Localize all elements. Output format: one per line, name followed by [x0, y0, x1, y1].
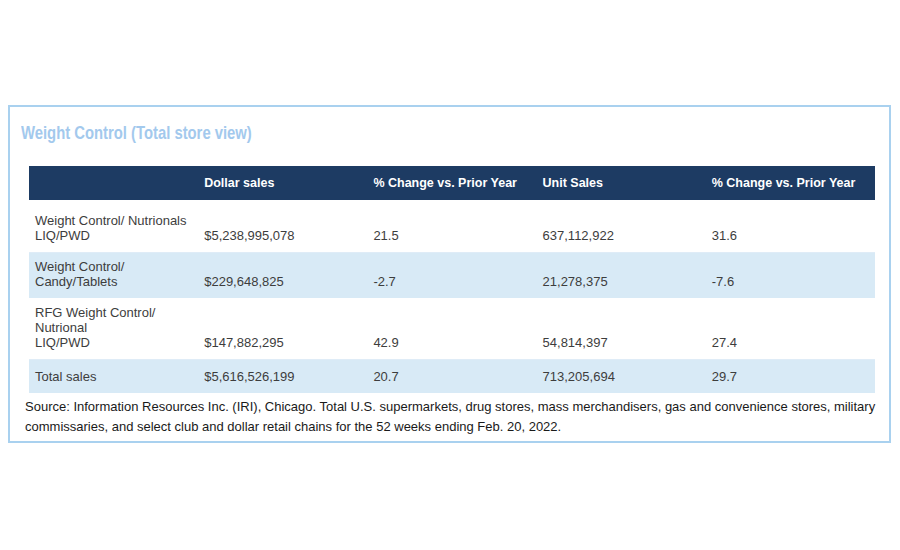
table-title: Weight Control (Total store view)	[21, 122, 252, 144]
figure-canvas: Weight Control (Total store view) Dollar…	[0, 0, 900, 550]
header-cell-unit-pct-change: % Change vs. Prior Year	[706, 166, 875, 200]
header-cell-category	[29, 166, 198, 200]
table-row: Weight Control/ Nutrionals LIQ/PWD $5,23…	[29, 200, 875, 252]
row-label: RFG Weight Control/ Nutrional LIQ/PWD	[29, 298, 198, 359]
cell-unit-pct-change: 31.6	[706, 200, 875, 252]
table-header: Dollar sales % Change vs. Prior Year Uni…	[29, 166, 875, 200]
cell-unit-sales: 21,278,375	[537, 252, 706, 298]
cell-unit-pct-change: -7.6	[706, 252, 875, 298]
header-cell-dollar-pct-change: % Change vs. Prior Year	[367, 166, 536, 200]
weight-control-data-table: Dollar sales % Change vs. Prior Year Uni…	[29, 166, 875, 393]
header-row: Dollar sales % Change vs. Prior Year Uni…	[29, 166, 875, 200]
cell-unit-pct-change: 27.4	[706, 298, 875, 359]
cell-dollar-pct-change: 20.7	[367, 359, 536, 393]
source-note: Source: Information Resources Inc. (IRI)…	[25, 397, 877, 437]
row-label: Total sales	[29, 359, 198, 393]
cell-dollar-sales: $5,616,526,199	[198, 359, 367, 393]
cell-dollar-sales: $147,882,295	[198, 298, 367, 359]
header-cell-unit-sales: Unit Sales	[537, 166, 706, 200]
table-row: RFG Weight Control/ Nutrional LIQ/PWD $1…	[29, 298, 875, 359]
cell-dollar-pct-change: 21.5	[367, 200, 536, 252]
cell-dollar-pct-change: -2.7	[367, 252, 536, 298]
cell-unit-sales: 637,112,922	[537, 200, 706, 252]
cell-dollar-sales: $5,238,995,078	[198, 200, 367, 252]
cell-unit-sales: 713,205,694	[537, 359, 706, 393]
table-row: Weight Control/ Candy/Tablets $229,648,8…	[29, 252, 875, 298]
table-body: Weight Control/ Nutrionals LIQ/PWD $5,23…	[29, 200, 875, 393]
row-label: Weight Control/ Candy/Tablets	[29, 252, 198, 298]
cell-dollar-pct-change: 42.9	[367, 298, 536, 359]
row-label: Weight Control/ Nutrionals LIQ/PWD	[29, 200, 198, 252]
weight-control-table-card: Weight Control (Total store view) Dollar…	[8, 105, 891, 443]
header-cell-dollar-sales: Dollar sales	[198, 166, 367, 200]
cell-unit-pct-change: 29.7	[706, 359, 875, 393]
table-row-total: Total sales $5,616,526,199 20.7 713,205,…	[29, 359, 875, 393]
cell-dollar-sales: $229,648,825	[198, 252, 367, 298]
cell-unit-sales: 54,814,397	[537, 298, 706, 359]
